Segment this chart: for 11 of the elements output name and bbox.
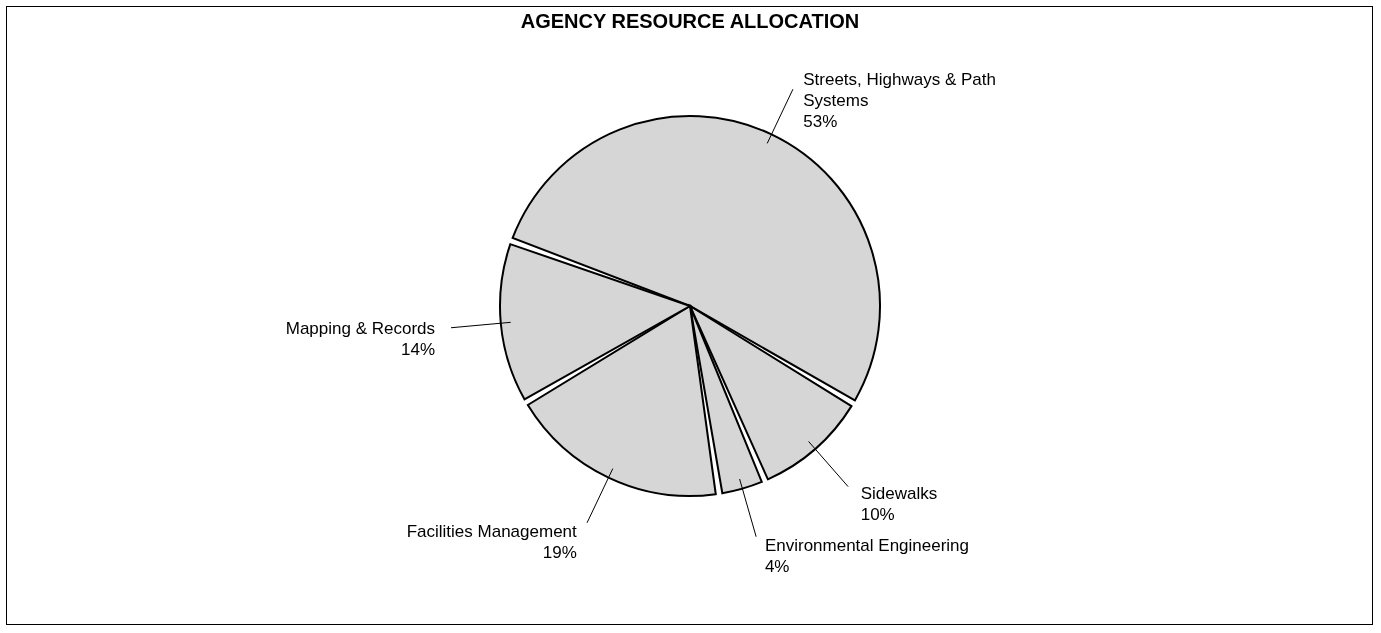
chart-title: AGENCY RESOURCE ALLOCATION <box>520 10 859 32</box>
data-label: 53% <box>802 112 837 132</box>
data-label: 14% <box>400 339 435 359</box>
slice-label: Environmental Engineering <box>764 536 969 556</box>
data-label: 19% <box>542 542 577 562</box>
slice-label: Sidewalks <box>860 484 937 504</box>
slice-label: Facilities Management <box>406 521 577 541</box>
data-label: 10% <box>860 505 895 525</box>
slice-label: Streets, Highways & Path Systems <box>802 70 996 111</box>
data-label: 4% <box>764 557 789 577</box>
slice-label: Mapping & Records <box>285 318 435 338</box>
